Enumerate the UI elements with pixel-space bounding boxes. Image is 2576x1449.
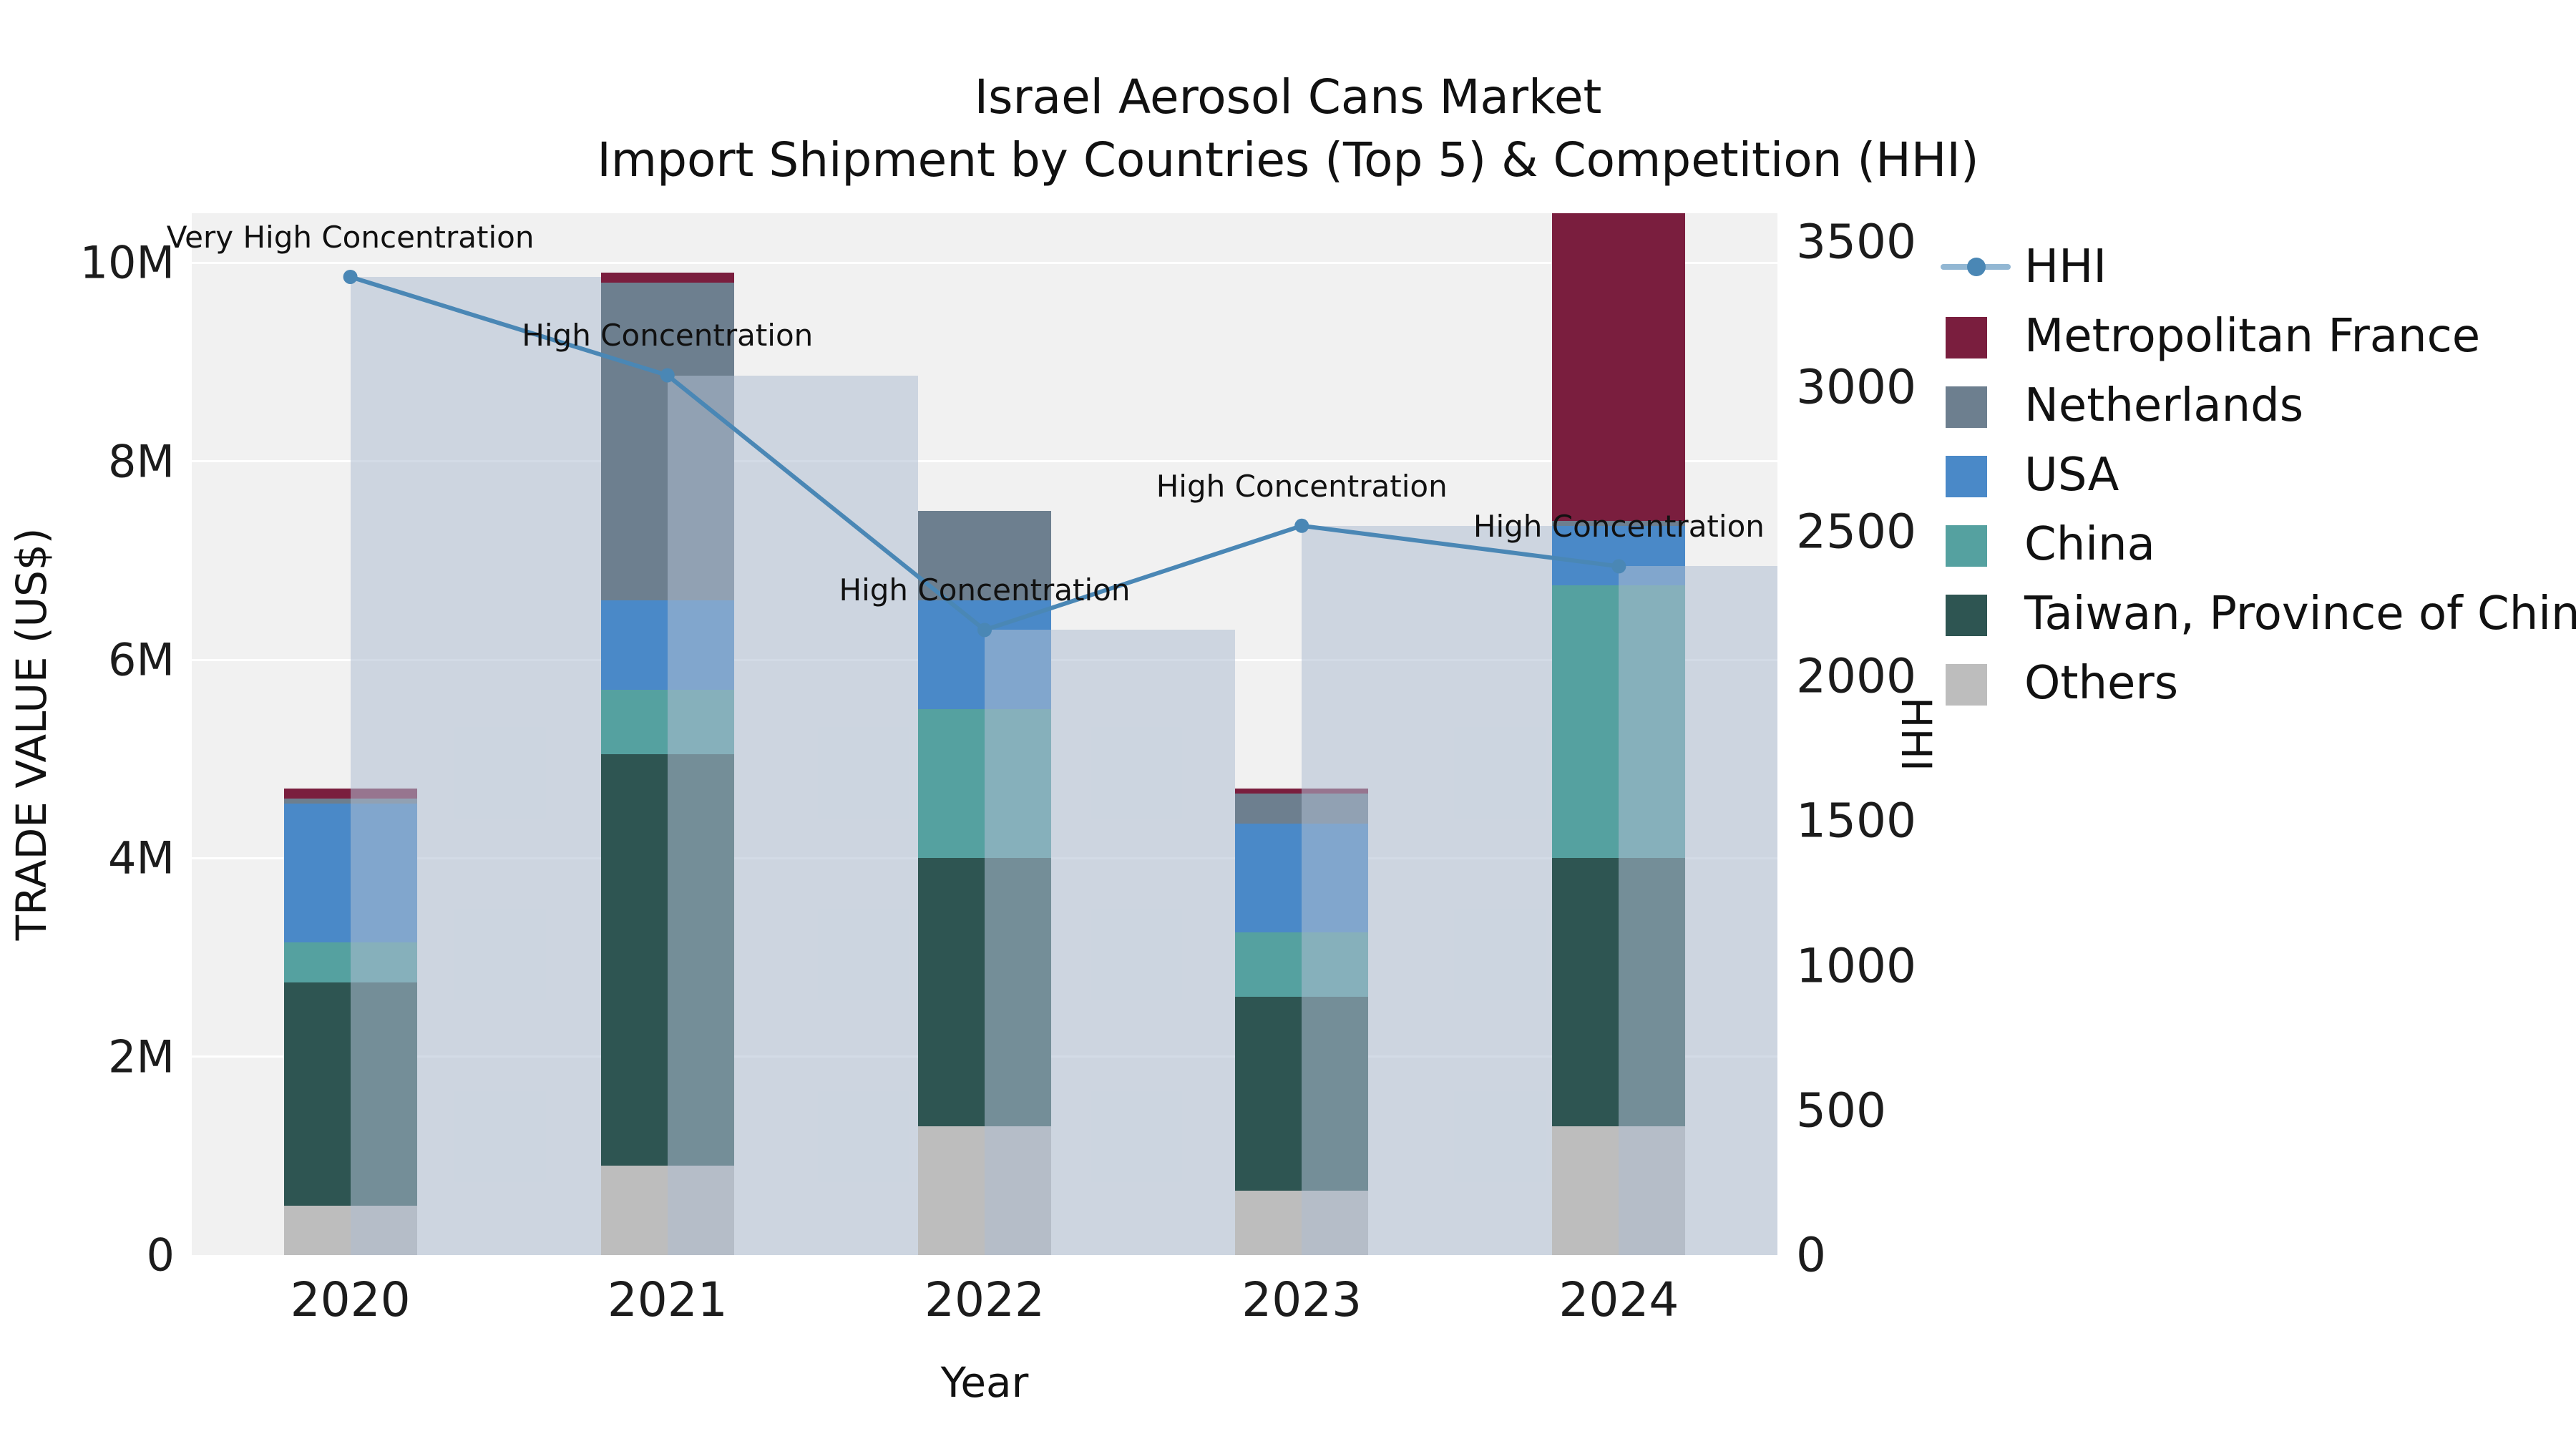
gridline xyxy=(192,261,1777,264)
legend-item-china: China xyxy=(1941,509,2576,579)
legend-item-netherlands: Netherlands xyxy=(1941,371,2576,440)
y-right-tick: 2000 xyxy=(1796,648,1916,704)
hhi-marker-swatch xyxy=(1967,257,1986,276)
hhi-marker xyxy=(343,269,358,284)
legend-label: Taiwan, Province of China xyxy=(2024,587,2576,640)
legend-item-others: Others xyxy=(1941,648,2576,718)
y-left-tick: 6M xyxy=(108,633,175,686)
y-left-tick: 2M xyxy=(108,1030,175,1083)
y-right-tick: 0 xyxy=(1796,1227,1826,1283)
legend-box-swatch xyxy=(1946,525,1987,567)
chart-title-line1: Israel Aerosol Cans Market xyxy=(974,69,1602,125)
chart-title-line2: Import Shipment by Countries (Top 5) & C… xyxy=(597,132,1979,187)
legend-item-usa: USA xyxy=(1941,440,2576,509)
x-tick: 2021 xyxy=(607,1272,728,1327)
legend-line-swatch xyxy=(1941,256,2011,278)
hhi-marker xyxy=(660,368,675,383)
bar-segment-netherlands xyxy=(918,511,1051,600)
y-axis-label-right: HHI xyxy=(1892,696,1941,772)
y-axis-label-left: TRADE VALUE (US$) xyxy=(7,527,56,941)
hhi-annotation: High Concentration xyxy=(839,572,1131,608)
legend-swatch-column xyxy=(1941,592,2024,636)
y-right-tick: 500 xyxy=(1796,1083,1886,1138)
legend-box-swatch xyxy=(1946,386,1987,428)
y-left-tick: 10M xyxy=(79,236,175,289)
y-right-tick: 1500 xyxy=(1796,793,1916,849)
hhi-annotation: High Concentration xyxy=(522,318,814,353)
legend-swatch-column xyxy=(1941,662,2024,706)
x-tick: 2023 xyxy=(1241,1272,1362,1327)
hhi-annotation: High Concentration xyxy=(1473,509,1765,545)
legend-item-taiwan-province-of-china: Taiwan, Province of China xyxy=(1941,579,2576,648)
hhi-overlay-bar xyxy=(1302,525,1553,1255)
legend-swatch-column xyxy=(1941,245,2024,288)
hhi-overlay-bar xyxy=(350,276,601,1255)
chart-title: Israel Aerosol Cans Market Import Shipme… xyxy=(0,66,2576,192)
x-tick: 2020 xyxy=(290,1272,411,1327)
hhi-line-layer xyxy=(343,269,1626,638)
legend-label: Others xyxy=(2024,656,2179,710)
legend-swatch-column xyxy=(1941,384,2024,428)
x-tick: 2024 xyxy=(1558,1272,1679,1327)
hhi-overlay-bar xyxy=(985,630,1235,1255)
bar-segment-metropolitan-france xyxy=(1552,213,1686,521)
legend-label: China xyxy=(2024,517,2155,571)
plot-area: Very High Concentration High Concentratio… xyxy=(167,213,1777,1255)
legend-label: Netherlands xyxy=(2024,379,2304,432)
hhi-overlay-bar xyxy=(1619,566,1777,1255)
x-axis-label: Year xyxy=(940,1358,1029,1407)
legend-swatch-column xyxy=(1941,315,2024,358)
legend-box-swatch xyxy=(1946,316,1987,358)
hhi-marker xyxy=(977,623,992,638)
hhi-overlay-bar xyxy=(667,375,918,1255)
legend-swatch-column xyxy=(1941,454,2024,497)
legend-swatch-column xyxy=(1941,523,2024,567)
y-right-tick: 2500 xyxy=(1796,504,1916,560)
hhi-marker xyxy=(1294,518,1309,533)
legend-box-swatch xyxy=(1946,594,1987,636)
y-left-tick: 4M xyxy=(108,831,175,884)
hhi-annotation: High Concentration xyxy=(1156,468,1448,504)
gridline xyxy=(192,460,1777,463)
y-right-tick: 3500 xyxy=(1796,214,1916,270)
bar-segment-metropolitan-france xyxy=(600,273,734,283)
legend-item-hhi: HHI xyxy=(1941,232,2576,301)
legend-label: Metropolitan France xyxy=(2024,309,2481,363)
x-tick: 2022 xyxy=(924,1272,1045,1327)
hhi-marker xyxy=(1611,559,1626,574)
legend-box-swatch xyxy=(1946,663,1987,706)
bar-segment-netherlands xyxy=(1552,520,1686,526)
y-left-tick: 8M xyxy=(108,435,175,488)
y-left-tick: 0 xyxy=(146,1229,175,1282)
hhi-annotation: Very High Concentration xyxy=(166,219,535,255)
y-right-tick: 1000 xyxy=(1796,938,1916,994)
legend-label: USA xyxy=(2024,448,2119,502)
y-right-tick: 3000 xyxy=(1796,359,1916,415)
legend-box-swatch xyxy=(1946,455,1987,497)
legend: HHI Metropolitan France Netherlands USA Chin… xyxy=(1941,232,2576,718)
legend-item-metropolitan-france: Metropolitan France xyxy=(1941,301,2576,371)
legend-label: HHI xyxy=(2024,240,2107,293)
